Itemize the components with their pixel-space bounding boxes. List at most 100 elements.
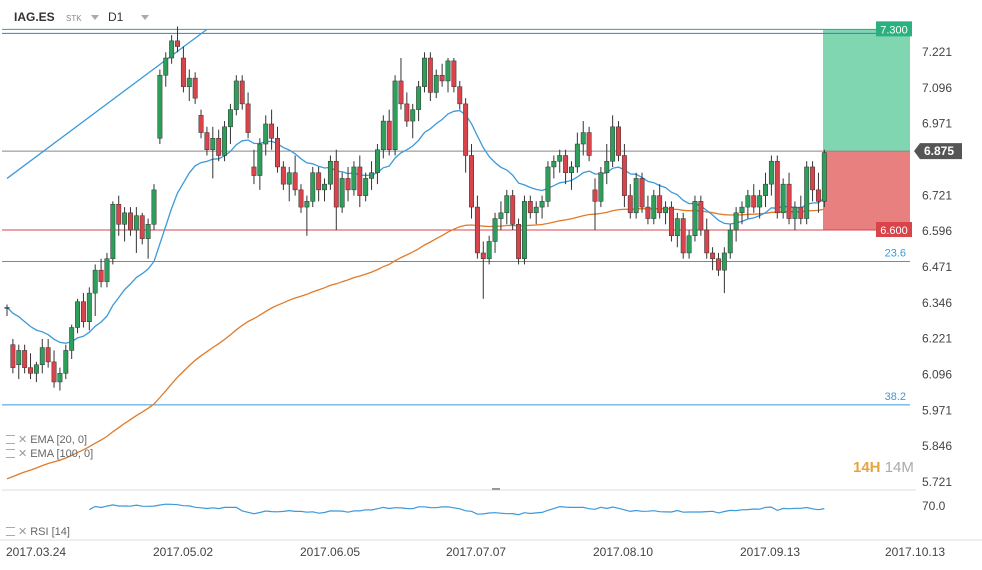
candle-body: [604, 160, 610, 173]
candle-body: [445, 60, 451, 82]
candle-body: [269, 123, 275, 139]
countdown-badge: 14H 14M: [853, 459, 914, 476]
candle-body: [698, 201, 704, 231]
candle-body: [815, 189, 821, 202]
y-tick-label: 5.721: [922, 475, 952, 489]
candle-body: [557, 155, 563, 162]
candle-body: [110, 203, 116, 259]
symbol-label[interactable]: IAG.ES STK: [14, 10, 99, 24]
timeframe-label: D1: [108, 10, 124, 24]
candle-body: [527, 201, 533, 214]
candle-body: [639, 178, 645, 208]
indicator-rsi[interactable]: ✕ RSI [14]: [6, 525, 70, 538]
y-tick-label: 5.846: [922, 439, 952, 453]
ema-lines: [6, 109, 825, 480]
indicator-ema-fast[interactable]: ✕ EMA [20, 0]: [6, 433, 87, 446]
candle-body: [28, 367, 33, 374]
candle-body: [239, 80, 245, 105]
timeframe-select[interactable]: D1: [108, 10, 149, 24]
candle-body: [810, 166, 816, 191]
candle-body: [774, 160, 780, 214]
settings-icon[interactable]: [6, 527, 15, 536]
settings-icon[interactable]: [6, 435, 15, 444]
candle-body: [145, 224, 151, 239]
candle-body: [692, 201, 698, 237]
candle-body: [169, 40, 175, 59]
candle-body: [186, 77, 192, 87]
candle-body: [798, 206, 804, 219]
candle-body: [39, 347, 45, 366]
candle-body: [686, 235, 692, 254]
candle-body: [668, 206, 674, 237]
x-tick-label: 2017.06.05: [300, 545, 360, 559]
close-icon[interactable]: ✕: [18, 434, 28, 446]
candle-body: [63, 350, 69, 374]
candle-body: [545, 166, 551, 202]
settings-icon[interactable]: [6, 449, 15, 458]
candle-body: [492, 218, 498, 242]
candle-body: [51, 361, 57, 383]
y-tick-label: 6.971: [922, 117, 952, 131]
candle-body: [210, 138, 216, 151]
trendline: [6, 28, 208, 179]
x-tick-label: 2017.08.10: [593, 545, 653, 559]
candle-body: [45, 347, 51, 363]
candle-body: [727, 229, 733, 254]
candle-body: [539, 201, 545, 208]
candle-body: [792, 206, 798, 219]
y-tick-label: 6.596: [922, 224, 952, 238]
candles: [4, 26, 827, 391]
candle-body: [204, 132, 210, 151]
candle-body: [516, 224, 522, 259]
candle-body: [616, 126, 621, 156]
candle-body: [745, 195, 751, 208]
indicator-label: RSI [14]: [30, 526, 70, 538]
candle-body: [474, 206, 480, 254]
candle-body: [663, 206, 669, 214]
candle-body: [780, 183, 786, 214]
candle-body: [451, 60, 457, 87]
candle-body: [680, 218, 686, 254]
candle-body: [645, 206, 651, 219]
y-tick-label: 6.096: [922, 368, 952, 382]
candle-body: [57, 373, 63, 383]
candle-body: [533, 206, 539, 214]
candle-body: [651, 195, 657, 219]
candle-body: [739, 206, 745, 214]
y-tick-label: 6.721: [922, 188, 952, 202]
candle-body: [222, 126, 228, 156]
indicator-ema-slow[interactable]: ✕ EMA [100, 0]: [6, 447, 93, 460]
chevron-down-icon[interactable]: [90, 15, 99, 21]
candle-body: [275, 138, 280, 168]
candle-body: [627, 195, 633, 214]
stop-loss-badge: 6.600: [880, 225, 908, 237]
close-icon[interactable]: ✕: [18, 448, 28, 460]
candle-body: [22, 350, 28, 368]
ema-100-line: [6, 208, 825, 480]
candle-body: [151, 189, 157, 225]
candle-body: [363, 178, 369, 196]
candle-body: [257, 143, 263, 176]
close-icon[interactable]: ✕: [18, 526, 28, 538]
candle-body: [457, 86, 463, 105]
candle-body: [433, 74, 439, 93]
candle-body: [192, 77, 198, 99]
y-tick-label: 7.096: [922, 81, 952, 95]
candle-body: [486, 241, 492, 259]
candle-body: [510, 195, 516, 225]
candle-body: [227, 109, 233, 128]
x-tick-label: 2017.10.13: [885, 545, 945, 559]
candle-body: [551, 160, 557, 168]
chevron-down-icon[interactable]: [140, 15, 149, 21]
candle-body: [333, 160, 339, 208]
candle-body: [422, 57, 427, 87]
candle-body: [463, 103, 469, 156]
candle-body: [369, 172, 375, 179]
rsi-panel: 70.0: [2, 488, 946, 516]
candle-body: [298, 189, 304, 208]
stop-loss-zone: [823, 151, 910, 231]
candle-body: [480, 252, 486, 259]
current-price-badge-bg: [914, 143, 962, 160]
candle-body: [427, 57, 433, 93]
